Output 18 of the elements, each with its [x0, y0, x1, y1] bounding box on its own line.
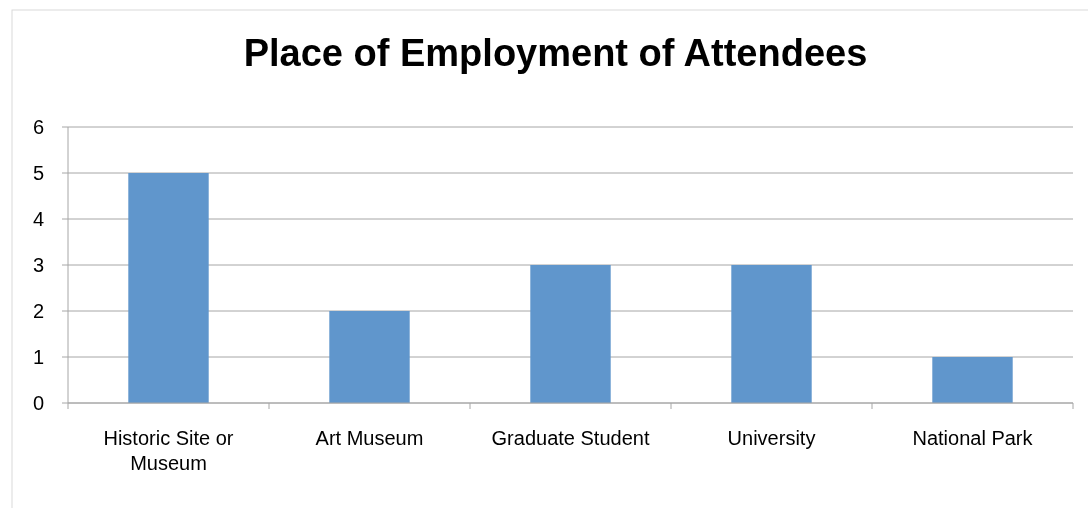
- chart-title: Place of Employment of Attendees: [243, 32, 868, 74]
- y-tick-label: 0: [32, 392, 44, 414]
- bar: [329, 311, 410, 403]
- y-tick-label: 5: [32, 162, 44, 184]
- x-tick-label: Graduate Student: [491, 427, 650, 449]
- bar: [731, 265, 812, 403]
- y-tick-label: 3: [32, 254, 44, 276]
- bar: [530, 265, 611, 403]
- x-tick-label: National Park: [912, 427, 1034, 449]
- x-tick-label: Art Museum: [315, 427, 424, 449]
- x-tick-label: University: [727, 427, 816, 449]
- y-tick-label: 4: [32, 208, 44, 230]
- x-tick-label: Historic Site or Museum: [103, 427, 234, 474]
- y-tick-label: 6: [32, 116, 44, 138]
- y-tick-label: 1: [32, 346, 44, 368]
- y-tick-label: 2: [32, 300, 44, 322]
- bar: [932, 357, 1013, 403]
- bar: [128, 173, 209, 403]
